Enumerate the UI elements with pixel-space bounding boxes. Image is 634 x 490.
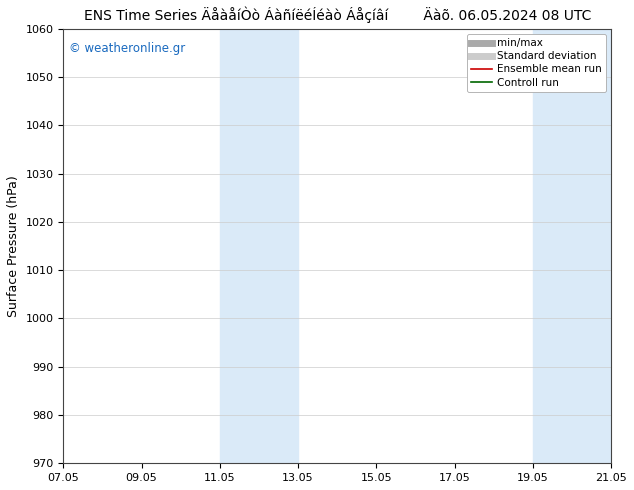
Y-axis label: Surface Pressure (hPa): Surface Pressure (hPa) <box>7 175 20 317</box>
Bar <box>533 29 611 464</box>
Text: © weatheronline.gr: © weatheronline.gr <box>69 42 185 55</box>
Legend: min/max, Standard deviation, Ensemble mean run, Controll run: min/max, Standard deviation, Ensemble me… <box>467 34 606 92</box>
Title: ENS Time Series ÄåàåíÒò ÁàñíëéÍéàò Áåçíâí        Äàõ. 06.05.2024 08 UTC: ENS Time Series ÄåàåíÒò ÁàñíëéÍéàò Áåçíâ… <box>84 7 591 24</box>
Bar <box>220 29 298 464</box>
